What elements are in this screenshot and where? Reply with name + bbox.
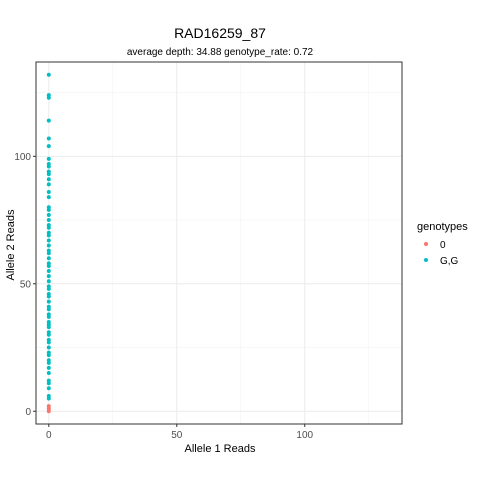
data-point bbox=[46, 393, 51, 398]
data-point bbox=[46, 350, 51, 355]
data-point bbox=[46, 248, 51, 253]
x-axis-title: Allele 1 Reads bbox=[185, 443, 256, 455]
chart-title: RAD16259_87 bbox=[174, 25, 266, 41]
data-point bbox=[46, 378, 51, 383]
data-point bbox=[46, 291, 51, 296]
data-point bbox=[46, 230, 51, 235]
data-point bbox=[46, 144, 51, 149]
data-point bbox=[46, 195, 51, 200]
y-tick-label: 50 bbox=[20, 279, 32, 290]
legend-label: 0 bbox=[440, 240, 446, 251]
legend-key bbox=[424, 258, 428, 262]
data-point bbox=[46, 205, 51, 210]
data-point bbox=[46, 299, 51, 304]
data-point bbox=[46, 345, 51, 350]
data-point bbox=[46, 304, 51, 309]
data-point bbox=[46, 161, 51, 166]
plot-panel: 0 50 100 0 50 100 bbox=[14, 61, 403, 441]
data-point bbox=[46, 312, 51, 317]
data-point bbox=[46, 386, 51, 391]
data-point bbox=[46, 279, 51, 284]
data-point bbox=[46, 284, 51, 289]
x-tick-label: 50 bbox=[171, 430, 183, 441]
x-tick-label: 100 bbox=[296, 430, 313, 441]
legend-title: genotypes bbox=[417, 221, 468, 233]
data-point bbox=[46, 238, 51, 243]
data-point bbox=[46, 136, 51, 141]
data-point bbox=[46, 118, 51, 123]
legend-key bbox=[424, 242, 428, 246]
data-point bbox=[46, 256, 51, 261]
legend-label: G,G bbox=[440, 256, 459, 267]
data-point bbox=[46, 320, 51, 325]
data-point bbox=[46, 177, 51, 182]
data-point bbox=[46, 337, 51, 342]
plot-border bbox=[35, 61, 403, 425]
data-point bbox=[46, 269, 51, 274]
data-point bbox=[46, 223, 51, 228]
data-point bbox=[46, 72, 51, 77]
data-point bbox=[46, 218, 51, 223]
y-tick-label: 0 bbox=[25, 407, 31, 418]
x-tick-label: 0 bbox=[46, 430, 52, 441]
data-point bbox=[46, 212, 51, 217]
data-point bbox=[46, 156, 51, 161]
data-point bbox=[46, 365, 51, 370]
data-point bbox=[46, 93, 51, 98]
y-axis-title: Allele 2 Reads bbox=[5, 209, 17, 280]
data-point bbox=[46, 330, 51, 335]
data-point bbox=[46, 182, 51, 187]
data-point bbox=[46, 358, 51, 363]
data-point bbox=[46, 371, 51, 376]
y-tick-label: 100 bbox=[14, 152, 31, 163]
data-point bbox=[46, 404, 51, 409]
data-point bbox=[46, 274, 51, 279]
data-point bbox=[46, 169, 51, 174]
legend: genotypes 0 G,G bbox=[417, 221, 468, 267]
data-point bbox=[46, 261, 51, 266]
data-point bbox=[46, 190, 51, 195]
chart-subtitle: average depth: 34.88 genotype_rate: 0.72 bbox=[127, 47, 314, 58]
data-point bbox=[46, 243, 51, 248]
